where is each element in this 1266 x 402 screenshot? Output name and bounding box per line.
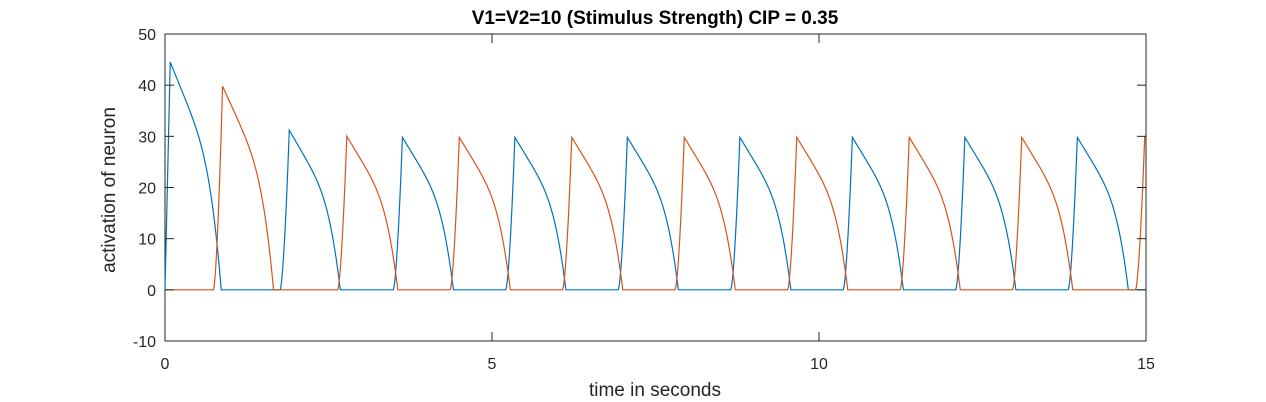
x-tick-label: 10 xyxy=(810,356,828,373)
x-tick-label: 0 xyxy=(161,356,170,373)
y-axis-label: activation of neuron xyxy=(99,107,120,273)
series-line-2 xyxy=(165,85,1147,291)
y-tick-label: 40 xyxy=(138,78,156,95)
y-tick-label: 10 xyxy=(138,232,156,249)
y-tick-label: 0 xyxy=(147,283,156,300)
series-layer xyxy=(164,61,1147,291)
x-axis-label: time in seconds xyxy=(589,380,721,401)
series-line-1 xyxy=(164,61,1146,291)
axes-layer: 0 5 10 15 -10 0 10 20 30 40 50 xyxy=(133,27,1155,373)
x-tick-label: 5 xyxy=(488,356,497,373)
y-tick-label: 50 xyxy=(138,27,156,44)
y-tick-label: 20 xyxy=(138,181,156,198)
y-tick-label: -10 xyxy=(133,334,156,351)
x-tick-label: 15 xyxy=(1137,356,1155,373)
chart-title: V1=V2=10 (Stimulus Strength) CIP = 0.35 xyxy=(472,8,839,29)
y-tick-label: 30 xyxy=(138,129,156,146)
